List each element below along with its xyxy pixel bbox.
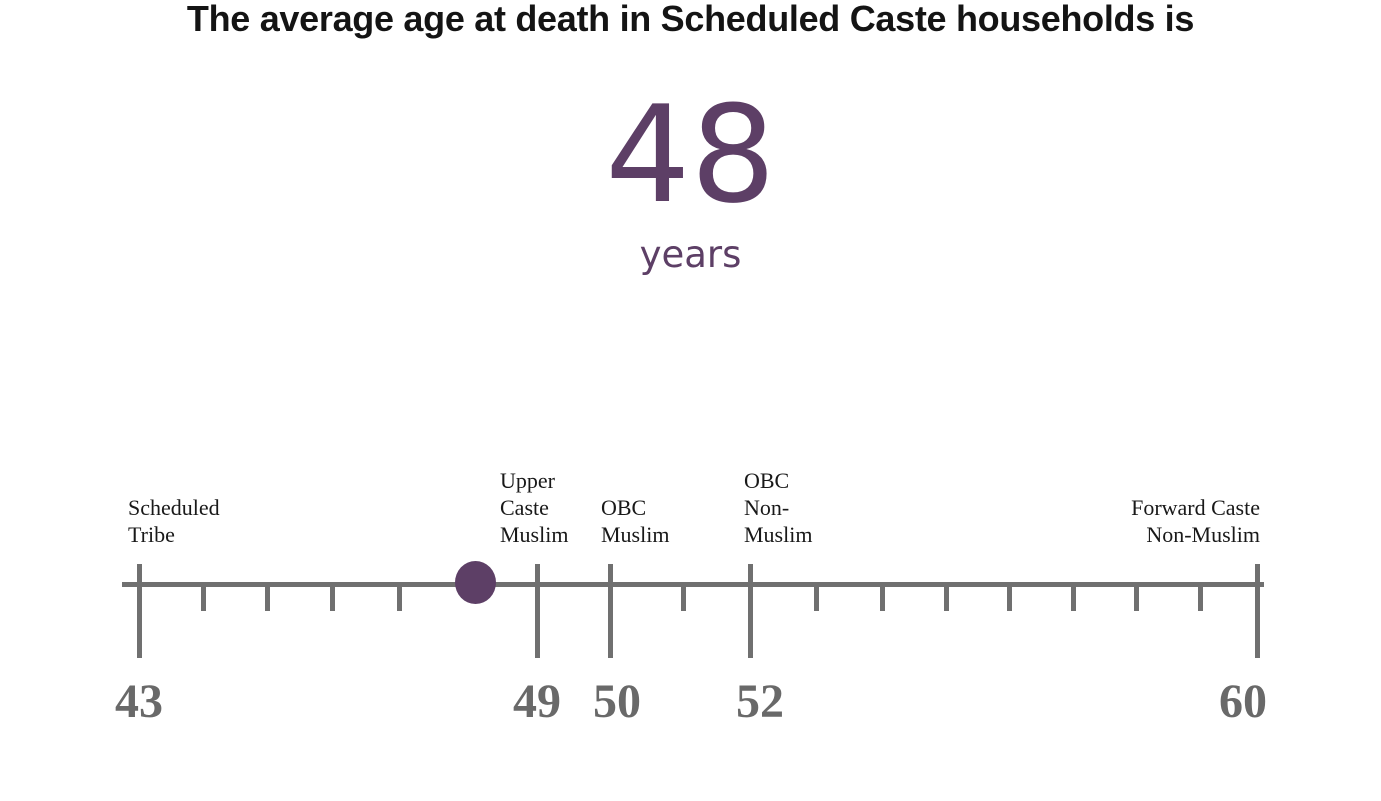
- group-label: Forward Caste Non-Muslim: [1131, 494, 1260, 548]
- highlight-unit: years: [639, 233, 742, 276]
- highlight-dot: [454, 561, 496, 604]
- minor-tick-mark: [879, 582, 885, 611]
- axis-tick-number: 49: [513, 675, 561, 728]
- minor-tick-mark: [1133, 582, 1139, 611]
- group-label-line: Non-: [744, 495, 790, 520]
- group-label-line: Muslim: [744, 522, 813, 547]
- minor-tick-mark: [329, 582, 335, 611]
- group-label-line: Caste: [500, 495, 549, 520]
- group-label: OBC Non- Muslim: [744, 467, 812, 548]
- minor-tick-mark: [396, 582, 402, 611]
- major-tick-mark: [1254, 564, 1260, 658]
- major-tick-mark: [747, 564, 753, 658]
- group-label-line: OBC: [744, 468, 790, 493]
- group-label: Upper Caste Muslim: [500, 467, 568, 548]
- group-label-line: Muslim: [500, 522, 569, 547]
- major-tick-mark: [534, 564, 540, 658]
- group-label-line: Tribe: [128, 522, 175, 547]
- group-label-line: Muslim: [601, 522, 670, 547]
- minor-tick-mark: [1006, 582, 1012, 611]
- group-label-line: Non-Muslim: [1146, 522, 1260, 547]
- group-label: OBC Muslim: [601, 494, 669, 548]
- minor-tick-mark: [813, 582, 819, 611]
- axis-tick-number: 50: [593, 675, 641, 728]
- major-tick-mark: [607, 564, 613, 658]
- chart-title: The average age at death in Scheduled Ca…: [186, 0, 1195, 39]
- group-label-line: Scheduled: [128, 495, 220, 520]
- minor-tick-mark: [200, 582, 206, 611]
- axis-tick-number: 52: [736, 675, 784, 728]
- minor-tick-mark: [943, 582, 949, 611]
- highlight-value: 48: [605, 77, 776, 233]
- group-label-line: OBC: [601, 495, 647, 520]
- axis-tick-number: 60: [1219, 675, 1267, 728]
- group-label: Scheduled Tribe: [128, 494, 220, 548]
- axis-tick-number: 43: [115, 675, 163, 728]
- minor-tick-mark: [1070, 582, 1076, 611]
- major-tick-mark: [136, 564, 142, 658]
- minor-tick-mark: [264, 582, 270, 611]
- axis-line: [122, 582, 1264, 587]
- group-label-line: Forward Caste: [1131, 495, 1260, 520]
- group-label-line: Upper: [500, 468, 555, 493]
- minor-tick-mark: [680, 582, 686, 611]
- minor-tick-mark: [1197, 582, 1203, 611]
